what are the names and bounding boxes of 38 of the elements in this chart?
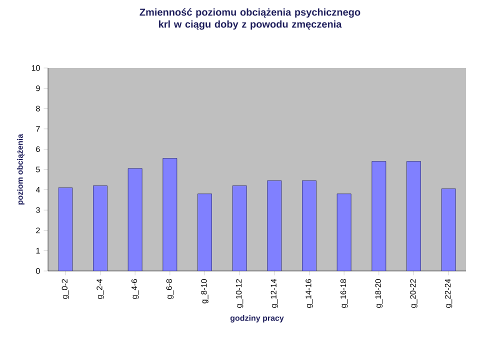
x-tick-label: g_18-20 bbox=[375, 279, 383, 308]
bar bbox=[267, 180, 282, 271]
y-tick-label: 9 bbox=[36, 85, 40, 92]
x-tick-label: g_20-22 bbox=[410, 279, 418, 308]
x-axis-title: godziny pracy bbox=[230, 315, 284, 322]
y-axis-title: poziom obciążenia bbox=[16, 134, 24, 205]
y-tick-label: 2 bbox=[36, 228, 40, 234]
y-tick-label: 1 bbox=[36, 248, 40, 254]
x-tick-label: g_22-24 bbox=[444, 279, 452, 308]
bar bbox=[372, 161, 386, 271]
y-tick-label: 7 bbox=[36, 126, 40, 132]
bar bbox=[302, 180, 316, 271]
y-tick-label: 8 bbox=[36, 106, 40, 112]
x-tick-label: g_4-6 bbox=[131, 279, 139, 299]
bar bbox=[58, 188, 73, 271]
y-tick-label: 6 bbox=[36, 146, 40, 152]
y-tick-label: 3 bbox=[36, 207, 40, 213]
bar bbox=[93, 186, 108, 271]
x-tick-label: g_2-4 bbox=[96, 279, 104, 299]
y-tick-label: 10 bbox=[32, 65, 40, 71]
bar bbox=[198, 194, 212, 271]
bar bbox=[441, 188, 456, 271]
x-tick-label: g_14-16 bbox=[306, 279, 313, 308]
y-tick-label: 4 bbox=[36, 187, 40, 193]
y-tick-label: 0 bbox=[36, 268, 40, 274]
bar bbox=[406, 161, 421, 271]
x-tick-label: g_8-10 bbox=[201, 279, 208, 304]
chart-title: Zmienność poziomu obciążenia psychicznego krl w ciągu doby z powodu zmęczenia bbox=[140, 8, 360, 30]
x-tick-label: g_10-12 bbox=[236, 279, 244, 308]
bar bbox=[128, 168, 142, 271]
bar bbox=[336, 194, 352, 271]
bar bbox=[232, 186, 247, 271]
bar bbox=[162, 158, 178, 271]
x-tick-label: g_16-18 bbox=[340, 279, 348, 308]
x-tick-label: g_12-14 bbox=[270, 279, 278, 308]
y-tick-label: 5 bbox=[36, 166, 40, 172]
x-tick-label: g_0-2 bbox=[62, 279, 70, 299]
x-tick-label: g_6-8 bbox=[166, 279, 174, 299]
